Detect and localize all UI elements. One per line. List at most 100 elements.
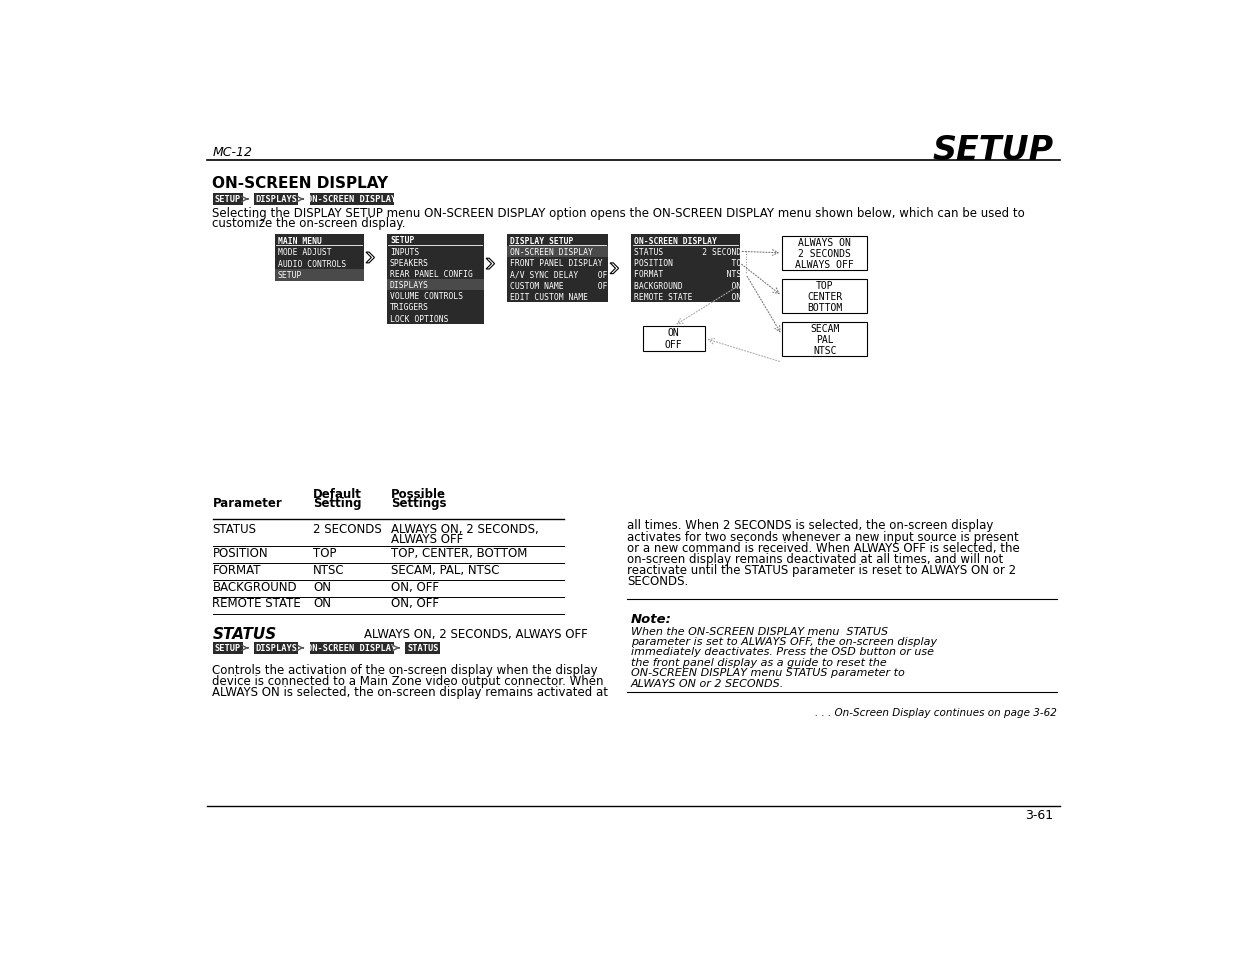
Text: DISPLAYS: DISPLAYS xyxy=(256,195,298,204)
Text: Default: Default xyxy=(314,488,362,500)
Text: Note:: Note: xyxy=(631,612,672,625)
Text: MAIN MENU: MAIN MENU xyxy=(278,236,321,245)
Text: TOP: TOP xyxy=(314,546,337,559)
Text: DISPLAYS: DISPLAYS xyxy=(256,643,298,653)
Bar xyxy=(782,236,867,271)
Text: REMOTE STATE: REMOTE STATE xyxy=(212,597,301,610)
Bar xyxy=(212,194,243,206)
Text: SETUP: SETUP xyxy=(390,236,415,245)
Text: ON, OFF: ON, OFF xyxy=(390,597,438,610)
Text: INPUTS: INPUTS xyxy=(390,248,419,256)
Text: STATUS: STATUS xyxy=(212,522,257,536)
Text: DISPLAYS: DISPLAYS xyxy=(390,281,429,290)
Text: Selecting the DISPLAY SETUP menu ON-SCREEN DISPLAY option opens the ON-SCREEN DI: Selecting the DISPLAY SETUP menu ON-SCRE… xyxy=(212,206,1025,219)
Text: ALWAYS OFF: ALWAYS OFF xyxy=(795,260,855,270)
Text: parameter is set to ALWAYS OFF, the on-screen display: parameter is set to ALWAYS OFF, the on-s… xyxy=(631,637,937,646)
Text: ALWAYS ON or 2 SECONDS.: ALWAYS ON or 2 SECONDS. xyxy=(631,678,784,688)
Text: AUDIO CONTROLS: AUDIO CONTROLS xyxy=(278,259,346,269)
Text: LOCK OPTIONS: LOCK OPTIONS xyxy=(390,314,448,323)
Text: SECAM: SECAM xyxy=(810,323,840,334)
Bar xyxy=(274,270,363,281)
Text: SETUP: SETUP xyxy=(278,271,303,280)
Text: customize the on-screen display.: customize the on-screen display. xyxy=(212,217,406,230)
Text: 2 SECONDS: 2 SECONDS xyxy=(314,522,382,536)
Bar xyxy=(387,235,484,324)
Text: ALWAYS ON is selected, the on-screen display remains activated at: ALWAYS ON is selected, the on-screen dis… xyxy=(212,685,609,699)
Bar xyxy=(508,235,608,303)
Polygon shape xyxy=(366,253,374,264)
Text: FRONT PANEL DISPLAY: FRONT PANEL DISPLAY xyxy=(510,259,603,268)
Text: Possible: Possible xyxy=(390,488,446,500)
Text: ON: ON xyxy=(314,580,331,593)
Text: . . . On-Screen Display continues on page 3-62: . . . On-Screen Display continues on pag… xyxy=(815,707,1057,718)
Text: ON, OFF: ON, OFF xyxy=(390,580,438,593)
Bar xyxy=(405,642,440,654)
Text: ON-SCREEN DISPLAY menu STATUS parameter to: ON-SCREEN DISPLAY menu STATUS parameter … xyxy=(631,667,905,678)
Text: or a new command is received. When ALWAYS OFF is selected, the: or a new command is received. When ALWAY… xyxy=(627,541,1020,555)
Text: 3-61: 3-61 xyxy=(1025,808,1053,821)
Bar xyxy=(642,327,705,352)
Text: Settings: Settings xyxy=(390,497,446,510)
Text: CUSTOM NAME       OFF: CUSTOM NAME OFF xyxy=(510,281,613,291)
Text: ALWAYS ON, 2 SECONDS,: ALWAYS ON, 2 SECONDS, xyxy=(390,522,538,536)
Text: STATUS        2 SECONDS: STATUS 2 SECONDS xyxy=(634,248,746,256)
Text: STATUS: STATUS xyxy=(408,643,438,653)
Text: ON-SCREEN DISPLAY: ON-SCREEN DISPLAY xyxy=(212,176,389,192)
Text: MODE ADJUST: MODE ADJUST xyxy=(278,248,331,257)
Bar xyxy=(254,642,298,654)
Text: PAL: PAL xyxy=(816,335,834,345)
Text: activates for two seconds whenever a new input source is present: activates for two seconds whenever a new… xyxy=(627,530,1019,543)
Text: SECONDS.: SECONDS. xyxy=(627,575,688,588)
Text: NTSC: NTSC xyxy=(813,346,836,356)
Text: BACKGROUND          ON: BACKGROUND ON xyxy=(634,281,741,291)
Text: EDIT CUSTOM NAME: EDIT CUSTOM NAME xyxy=(510,293,588,302)
Bar xyxy=(274,235,363,281)
Text: A/V SYNC DELAY    OFF: A/V SYNC DELAY OFF xyxy=(510,270,613,279)
Text: FORMAT: FORMAT xyxy=(212,563,261,576)
Text: POSITION            TOP: POSITION TOP xyxy=(634,259,746,268)
Text: ON-SCREEN DISPLAY: ON-SCREEN DISPLAY xyxy=(634,236,718,245)
Text: OFF: OFF xyxy=(664,340,683,350)
Text: reactivate until the STATUS parameter is reset to ALWAYS ON or 2: reactivate until the STATUS parameter is… xyxy=(627,563,1016,577)
Bar xyxy=(782,280,867,314)
Text: ON: ON xyxy=(668,328,679,337)
Text: REMOTE STATE        ON: REMOTE STATE ON xyxy=(634,293,741,302)
Text: all times. When 2 SECONDS is selected, the on-screen display: all times. When 2 SECONDS is selected, t… xyxy=(627,519,993,532)
Text: ALWAYS ON: ALWAYS ON xyxy=(798,237,851,247)
Text: DISPLAY SETUP: DISPLAY SETUP xyxy=(510,236,573,245)
Text: on-screen display remains deactivated at all times, and will not: on-screen display remains deactivated at… xyxy=(627,553,1003,565)
Bar xyxy=(310,194,394,206)
Polygon shape xyxy=(487,259,494,270)
Text: TRIGGERS: TRIGGERS xyxy=(390,303,429,313)
Text: VOLUME CONTROLS: VOLUME CONTROLS xyxy=(390,292,463,301)
Text: SPEAKERS: SPEAKERS xyxy=(390,258,429,268)
Text: Controls the activation of the on-screen display when the display: Controls the activation of the on-screen… xyxy=(212,663,598,677)
Text: TOP, CENTER, BOTTOM: TOP, CENTER, BOTTOM xyxy=(390,546,527,559)
Bar xyxy=(782,323,867,356)
Text: Parameter: Parameter xyxy=(212,497,283,510)
Text: SECAM, PAL, NTSC: SECAM, PAL, NTSC xyxy=(390,563,499,576)
Bar xyxy=(254,194,298,206)
Text: FORMAT             NTSC: FORMAT NTSC xyxy=(634,270,746,279)
Bar xyxy=(387,280,484,291)
Text: 2 SECONDS: 2 SECONDS xyxy=(798,249,851,258)
Text: ON: ON xyxy=(314,597,331,610)
Bar xyxy=(212,642,243,654)
Text: NTSC: NTSC xyxy=(314,563,345,576)
Text: ALWAYS OFF: ALWAYS OFF xyxy=(390,532,463,545)
Text: POSITION: POSITION xyxy=(212,546,268,559)
Text: SETUP: SETUP xyxy=(215,195,241,204)
Text: ON-SCREEN DISPLAY: ON-SCREEN DISPLAY xyxy=(510,248,593,256)
Bar xyxy=(508,247,608,257)
Text: Setting: Setting xyxy=(314,497,362,510)
Text: device is connected to a Main Zone video output connector. When: device is connected to a Main Zone video… xyxy=(212,675,604,687)
Text: When the ON-SCREEN DISPLAY menu  STATUS: When the ON-SCREEN DISPLAY menu STATUS xyxy=(631,626,888,636)
Text: SETUP: SETUP xyxy=(932,134,1053,167)
Text: ON-SCREEN DISPLAY: ON-SCREEN DISPLAY xyxy=(308,643,396,653)
Text: ON-SCREEN DISPLAY: ON-SCREEN DISPLAY xyxy=(308,195,396,204)
Text: the front panel display as a guide to reset the: the front panel display as a guide to re… xyxy=(631,657,887,667)
Text: MC-12: MC-12 xyxy=(212,146,252,158)
Text: immediately deactivates. Press the OSD button or use: immediately deactivates. Press the OSD b… xyxy=(631,647,934,657)
Text: REAR PANEL CONFIG: REAR PANEL CONFIG xyxy=(390,270,473,278)
Bar xyxy=(631,235,740,303)
